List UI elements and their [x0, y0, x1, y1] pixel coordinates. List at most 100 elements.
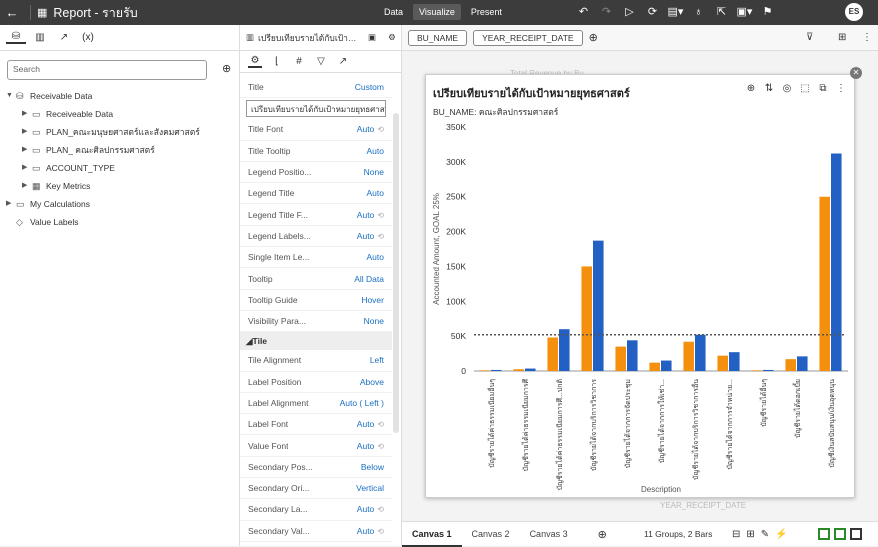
back-arrow-icon[interactable]: ← — [5, 5, 19, 20]
tree-item[interactable]: ◇ Value Labels — [6, 213, 236, 231]
search-input[interactable]: Search — [7, 60, 207, 80]
data-panel-toggle-icon[interactable] — [818, 528, 830, 540]
property-value[interactable]: Auto — [356, 209, 375, 220]
property-value[interactable]: Auto — [356, 124, 375, 135]
bar[interactable] — [785, 359, 796, 371]
nav-data[interactable]: Data — [384, 7, 404, 17]
tree-item[interactable]: ▶ ▦ Key Metrics — [6, 177, 236, 195]
property-value[interactable]: Auto — [356, 525, 375, 536]
bar[interactable] — [615, 346, 626, 371]
nav-visualize[interactable]: Visualize — [413, 4, 461, 20]
analytics-tab-icon[interactable]: ↗ — [338, 56, 348, 67]
more-icon[interactable]: ⋮ — [862, 32, 872, 43]
number-tab-icon[interactable]: # — [296, 56, 302, 67]
auto-apply-icon[interactable]: ⚡ — [775, 528, 788, 540]
play-icon[interactable]: ▷ — [625, 6, 634, 18]
reset-icon[interactable]: ⟲ — [377, 420, 384, 430]
properties-scrollbar[interactable] — [393, 113, 399, 433]
analytics-tab-icon[interactable]: ↗ — [59, 32, 69, 43]
chevron-right-icon[interactable]: ▶ — [22, 110, 28, 117]
chevron-down-icon[interactable]: ▼ — [6, 92, 13, 99]
bar[interactable] — [525, 368, 536, 371]
bar[interactable] — [547, 337, 558, 371]
more-options-icon[interactable]: ⋮ — [836, 83, 846, 94]
insight-icon[interactable]: ♁ — [694, 6, 703, 18]
close-icon[interactable]: ✕ — [850, 67, 862, 79]
chevron-right-icon[interactable]: ▶ — [6, 200, 12, 207]
axis-tab-icon[interactable]: ⌊ — [275, 56, 279, 67]
bar[interactable] — [649, 362, 660, 371]
bar[interactable] — [491, 369, 502, 371]
property-value[interactable]: Vertical — [356, 483, 384, 494]
undo-icon[interactable]: ↶ — [578, 6, 589, 18]
grammar-panel-toggle-icon[interactable] — [850, 528, 862, 540]
visualizations-tab-icon[interactable]: ▥ — [35, 32, 45, 43]
property-value[interactable]: Auto — [356, 504, 375, 515]
reset-icon[interactable]: ⟲ — [377, 526, 384, 536]
add-data-icon[interactable]: ⊕ — [222, 63, 232, 75]
property-value[interactable]: Auto — [356, 440, 375, 451]
bar[interactable] — [513, 369, 524, 371]
copy-icon[interactable]: ⧉ — [819, 83, 827, 94]
tree-item[interactable]: ▼ ⛁ Receivable Data — [6, 87, 236, 105]
grammar-icon[interactable]: ⊕ — [746, 83, 756, 94]
brush-icon[interactable]: ✎ — [760, 528, 770, 540]
bar[interactable] — [683, 341, 694, 371]
property-value[interactable]: All Data — [354, 273, 384, 284]
sort-icon[interactable]: ⇅ — [764, 83, 774, 94]
collapse-icon[interactable]: ◢ — [246, 335, 253, 346]
grid-icon[interactable]: ⊞ — [746, 528, 755, 540]
filter-toggle-icon[interactable]: ⊽ — [806, 32, 814, 43]
redo-icon[interactable]: ↷ — [601, 6, 612, 18]
property-value[interactable]: Auto — [366, 252, 385, 263]
section-header-tile[interactable]: ◢ Tile — [240, 332, 392, 351]
data-tab-icon[interactable]: ⛁ — [6, 31, 26, 44]
target-icon[interactable]: ◎ — [782, 83, 792, 94]
bar[interactable] — [593, 240, 604, 371]
bar[interactable] — [695, 334, 706, 371]
explain-icon[interactable]: ⬚ — [800, 83, 810, 94]
properties-panel-toggle-icon[interactable] — [834, 528, 846, 540]
property-value[interactable]: Custom — [354, 82, 384, 93]
property-value[interactable]: None — [363, 316, 384, 327]
bar[interactable] — [751, 370, 762, 371]
property-value[interactable]: Left — [369, 355, 384, 366]
filter-pill-year-receipt[interactable]: YEAR_RECEIPT_DATE — [473, 29, 583, 46]
bar[interactable] — [661, 360, 672, 371]
canvas-tab-2[interactable]: Canvas 2 — [471, 528, 510, 539]
bar[interactable] — [729, 352, 740, 371]
bar[interactable] — [479, 370, 490, 371]
reset-icon[interactable]: ⟲ — [377, 231, 384, 241]
bookmark-icon[interactable]: ⚑ — [762, 6, 773, 18]
filter-pill-bu-name[interactable]: BU_NAME — [408, 29, 468, 46]
add-filter-icon[interactable]: ⊕ — [588, 32, 598, 44]
title-input[interactable]: เปรียบเทียบรายได้กับเป้าหมายยุทธศาสตร์ — [246, 100, 386, 118]
chevron-right-icon[interactable]: ▶ — [22, 128, 28, 135]
property-value[interactable]: Auto — [356, 230, 375, 241]
property-value[interactable]: Below — [360, 461, 384, 472]
property-value[interactable]: Auto — [366, 188, 385, 199]
bar-chart[interactable]: 0 50K 100K 150K 200K 250K 300K 350K Accounted Am… — [426, 75, 856, 499]
reset-icon[interactable]: ⟲ — [377, 125, 384, 135]
tree-item[interactable]: ▶ ▭ PLAN_ คณะศิลปกรรมศาสตร์ — [6, 141, 236, 159]
property-value[interactable]: None — [363, 167, 384, 178]
chevron-right-icon[interactable]: ▶ — [22, 164, 28, 171]
export-icon[interactable]: ⇱ — [716, 6, 727, 18]
variables-tab-icon[interactable]: (x) — [82, 32, 94, 43]
layout-icon[interactable]: ⊞ — [838, 32, 847, 43]
chevron-right-icon[interactable]: ▶ — [22, 146, 28, 153]
refresh-data-icon[interactable]: ⟳ — [647, 6, 658, 18]
reset-icon[interactable]: ⟲ — [377, 441, 384, 451]
avatar[interactable]: ES — [845, 3, 863, 21]
property-value[interactable]: Above — [359, 376, 384, 387]
canvas-tab-1[interactable]: Canvas 1 — [402, 522, 462, 547]
tree-item[interactable]: ▶ ▭ ACCOUNT_TYPE — [6, 159, 236, 177]
properties-icon[interactable]: ⚙ — [388, 32, 396, 42]
tree-item[interactable]: ▶ ▭ Receiveable Data — [6, 105, 236, 123]
chevron-right-icon[interactable]: ▶ — [22, 182, 28, 189]
reset-icon[interactable]: ⟲ — [377, 210, 384, 220]
bar[interactable] — [559, 329, 570, 371]
general-tab-icon[interactable]: ⚙ — [248, 55, 262, 68]
bar[interactable] — [819, 196, 830, 371]
property-value[interactable]: Auto ( Left ) — [339, 398, 384, 408]
